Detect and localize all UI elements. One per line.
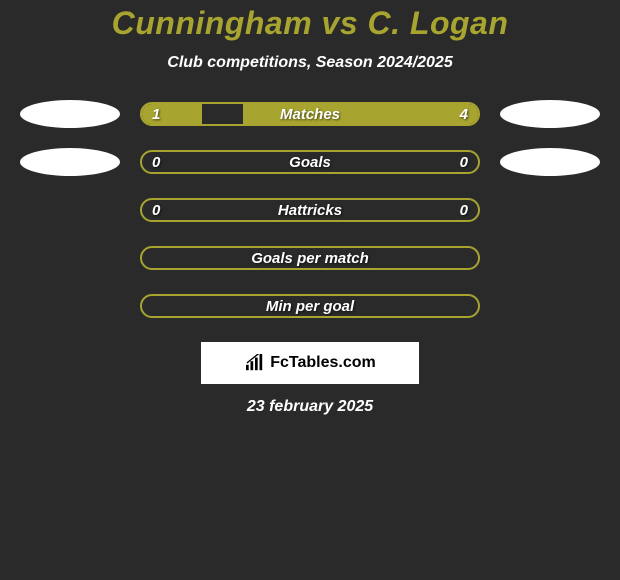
subtitle: Club competitions, Season 2024/2025: [0, 54, 620, 72]
chart-icon: [244, 354, 266, 372]
stat-label: Matches: [142, 104, 478, 124]
player-ellipse-left: [20, 148, 120, 176]
stat-row: 0Hattricks0: [0, 198, 620, 222]
player-ellipse-right: [500, 100, 600, 128]
stat-value-right: 4: [460, 104, 468, 124]
stat-label: Goals per match: [142, 248, 478, 268]
stat-row: Goals per match: [0, 246, 620, 270]
stat-label: Goals: [142, 152, 478, 172]
logo-box[interactable]: FcTables.com: [201, 342, 419, 384]
stat-value-right: 0: [460, 152, 468, 172]
stat-bar: 0Hattricks0: [140, 198, 480, 222]
stat-label: Min per goal: [142, 296, 478, 316]
stat-bar: 1Matches4: [140, 102, 480, 126]
stat-value-right: 0: [460, 200, 468, 220]
player-ellipse-left: [20, 100, 120, 128]
stat-row: 1Matches4: [0, 102, 620, 126]
date-text: 23 february 2025: [0, 398, 620, 416]
page-title: Cunningham vs C. Logan: [0, 5, 620, 42]
stat-bar: 0Goals0: [140, 150, 480, 174]
stat-bar: Goals per match: [140, 246, 480, 270]
stat-label: Hattricks: [142, 200, 478, 220]
logo-text: FcTables.com: [270, 354, 376, 372]
stat-row: 0Goals0: [0, 150, 620, 174]
player-ellipse-right: [500, 148, 600, 176]
stat-row: Min per goal: [0, 294, 620, 318]
stat-rows: 1Matches40Goals00Hattricks0Goals per mat…: [0, 102, 620, 318]
stat-bar: Min per goal: [140, 294, 480, 318]
